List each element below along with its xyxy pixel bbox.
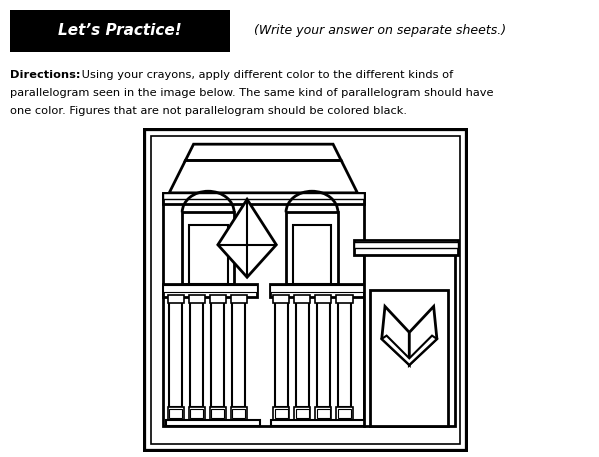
Bar — [169, 297, 182, 407]
Text: Using your crayons, apply different color to the different kinds of: Using your crayons, apply different colo… — [78, 70, 453, 80]
Polygon shape — [186, 144, 341, 160]
Bar — [210, 295, 226, 303]
Bar — [211, 297, 225, 407]
Polygon shape — [382, 307, 409, 365]
Bar — [189, 407, 205, 420]
Bar — [317, 297, 330, 407]
Bar — [231, 295, 247, 303]
Bar — [336, 407, 353, 420]
Bar — [315, 295, 331, 303]
Polygon shape — [409, 307, 437, 365]
Bar — [190, 409, 203, 418]
Bar — [275, 297, 288, 407]
Bar — [294, 295, 310, 303]
Bar — [354, 240, 458, 255]
Bar — [166, 420, 260, 426]
Bar — [163, 193, 364, 199]
Bar — [168, 295, 184, 303]
Text: Let’s Practice!: Let’s Practice! — [58, 23, 182, 38]
Bar — [211, 409, 225, 418]
Polygon shape — [169, 160, 358, 193]
Polygon shape — [218, 199, 276, 277]
Bar — [296, 409, 308, 418]
Bar — [273, 295, 289, 303]
Bar — [370, 290, 448, 426]
Bar — [163, 193, 364, 204]
Bar — [10, 10, 230, 52]
Bar — [292, 225, 331, 284]
Bar — [270, 285, 364, 292]
Bar — [286, 213, 338, 284]
Bar — [296, 297, 308, 407]
Bar — [163, 193, 364, 426]
Bar — [315, 407, 331, 420]
Text: parallelogram seen in the image below. The same kind of parallelogram should hav: parallelogram seen in the image below. T… — [10, 88, 494, 98]
Text: (Write your answer on separate sheets.): (Write your answer on separate sheets.) — [254, 24, 506, 37]
Text: one color. Figures that are not parallelogram should be colored black.: one color. Figures that are not parallel… — [10, 106, 407, 116]
Bar — [317, 409, 330, 418]
Bar — [271, 420, 365, 426]
Bar — [168, 407, 184, 420]
Bar — [190, 297, 203, 407]
Bar — [275, 409, 288, 418]
Bar — [354, 242, 458, 248]
Bar — [336, 295, 353, 303]
Bar — [232, 409, 246, 418]
Bar — [189, 225, 228, 284]
Bar — [294, 407, 310, 420]
Bar — [232, 297, 246, 407]
Bar — [163, 285, 257, 292]
Bar — [273, 407, 289, 420]
Bar — [210, 407, 226, 420]
Bar — [169, 409, 182, 418]
Bar — [338, 297, 351, 407]
Polygon shape — [382, 335, 437, 365]
Bar — [270, 284, 364, 297]
Bar — [163, 284, 257, 297]
Bar — [338, 409, 351, 418]
Bar — [189, 295, 205, 303]
Bar — [231, 407, 247, 420]
Bar — [364, 248, 455, 426]
Bar — [182, 213, 234, 284]
Text: Directions:: Directions: — [10, 70, 80, 80]
